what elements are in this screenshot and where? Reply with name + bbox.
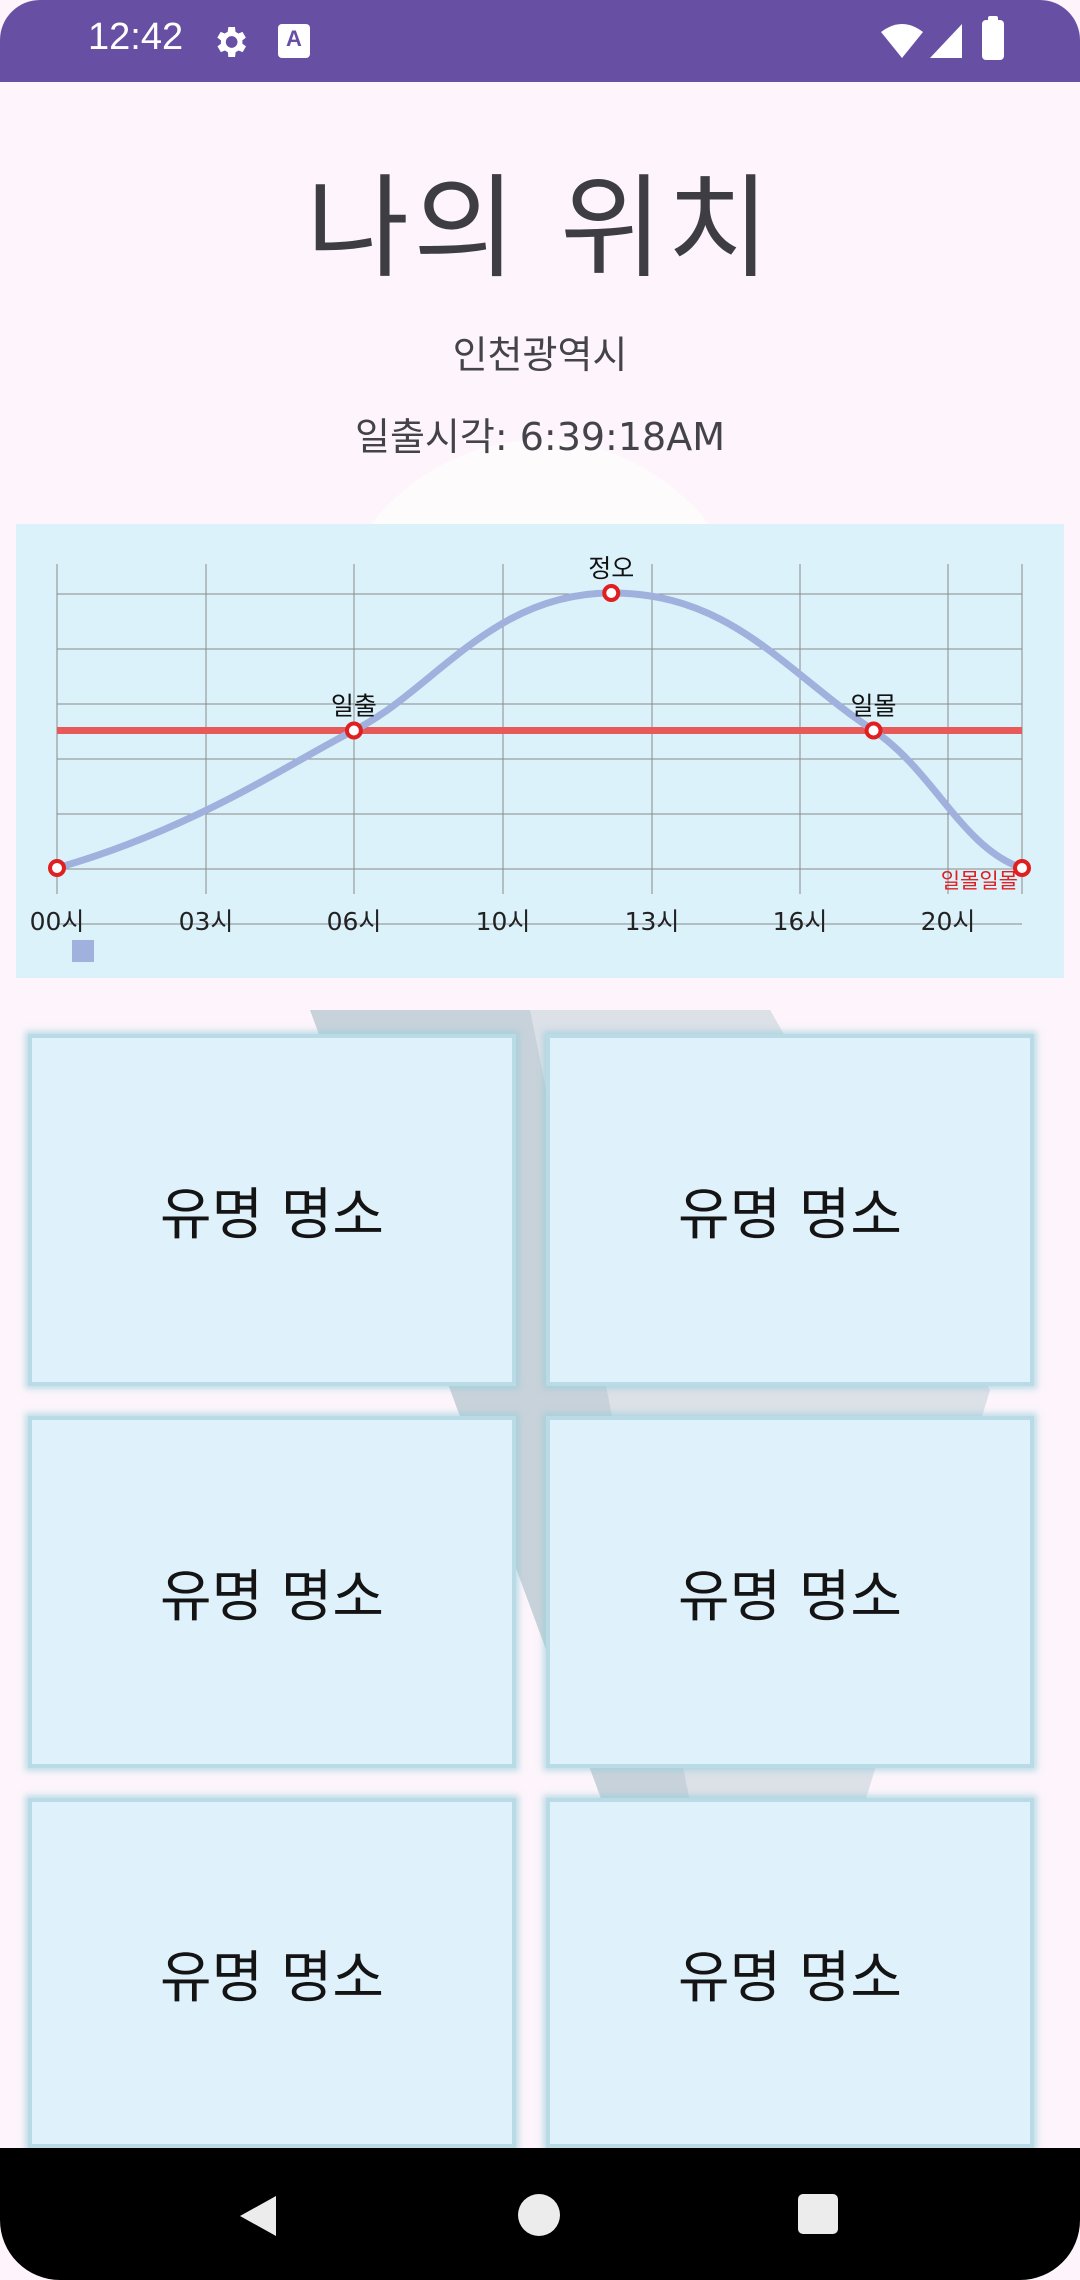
recents-icon[interactable] (798, 2194, 838, 2234)
status-time: 12:42 (88, 16, 184, 58)
sun-path-chart: 00시 03시 06시 10시 13시 16시 20시 일출 정오 일몰 일몰일몰 (16, 524, 1064, 978)
x-tick-label: 06시 (327, 907, 382, 936)
x-tick-label: 00시 (30, 907, 85, 936)
legend-swatch (72, 940, 94, 962)
status-bar: 12:42 A (0, 0, 1080, 82)
sun-point (602, 584, 621, 602)
city-name: 인천광역시 (452, 333, 628, 377)
signal-icon (930, 24, 962, 58)
place-card[interactable]: 유명 명소 (28, 1034, 516, 1386)
place-card[interactable]: 유명 명소 (28, 1416, 516, 1768)
page-title: 나의 위치 (306, 164, 774, 294)
home-icon[interactable] (518, 2194, 560, 2236)
text-a-icon: A (278, 24, 310, 58)
place-card[interactable]: 유명 명소 (546, 1798, 1034, 2148)
point-label: 일몰일몰 (941, 869, 1018, 893)
place-card-label: 유명 명소 (160, 1945, 384, 2011)
place-card[interactable]: 유명 명소 (546, 1416, 1034, 1768)
sunrise-time: 일출시각: 6:39:18AM (355, 415, 725, 459)
x-tick-label: 13시 (625, 907, 680, 936)
sun-point (1013, 859, 1031, 877)
x-tick-label: 16시 (773, 907, 828, 936)
place-card-label: 유명 명소 (160, 1564, 384, 1630)
x-tick-label: 10시 (476, 907, 531, 936)
point-label: 일몰 (851, 692, 897, 721)
place-card[interactable]: 유명 명소 (28, 1798, 516, 2148)
navigation-bar (0, 2148, 1080, 2280)
battery-icon (982, 16, 1004, 60)
back-icon[interactable] (236, 2194, 278, 2238)
sun-path-line (56, 589, 1024, 872)
gear-icon (217, 27, 246, 57)
wifi-icon (881, 24, 923, 58)
sun-point (48, 859, 66, 877)
place-card-label: 유명 명소 (678, 1564, 902, 1630)
x-tick-label: 20시 (921, 907, 976, 936)
place-card[interactable]: 유명 명소 (546, 1034, 1034, 1386)
sun-point (344, 721, 363, 740)
x-tick-label: 03시 (179, 907, 234, 936)
place-card-label: 유명 명소 (678, 1182, 902, 1248)
place-card-label: 유명 명소 (678, 1945, 902, 2011)
sun-point (864, 721, 883, 740)
point-label: 정오 (588, 554, 634, 583)
place-card-label: 유명 명소 (160, 1182, 384, 1248)
point-label: 일출 (331, 692, 377, 721)
